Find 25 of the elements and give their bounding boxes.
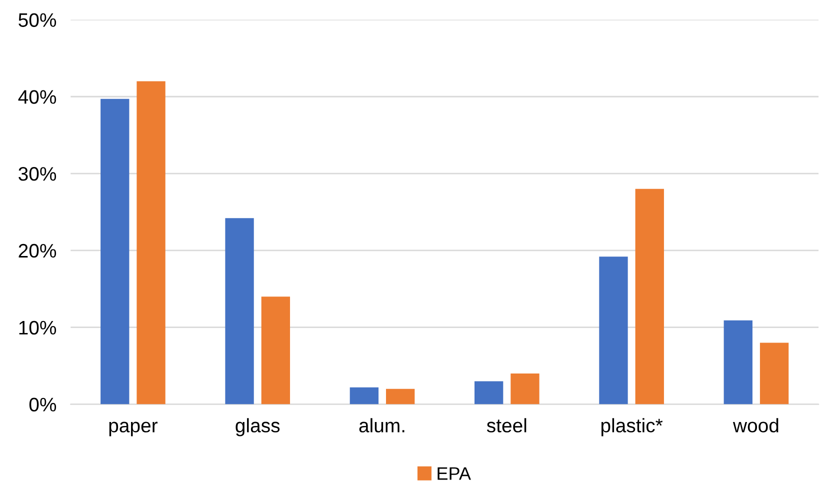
x-tick-label: wood bbox=[732, 418, 778, 432]
y-tick-label: 40% bbox=[18, 90, 56, 104]
bar bbox=[100, 98, 130, 404]
x-tick-label: paper bbox=[109, 422, 158, 436]
y-tick-label: 20% bbox=[18, 244, 56, 258]
bar bbox=[760, 342, 789, 404]
bar bbox=[386, 388, 415, 404]
legend-label: EPA bbox=[438, 467, 471, 480]
bar bbox=[510, 373, 540, 404]
bar bbox=[474, 381, 504, 404]
bar bbox=[350, 387, 379, 404]
x-tick-label: alum. bbox=[359, 418, 404, 432]
y-tick-label: 50% bbox=[18, 13, 56, 27]
bar bbox=[599, 256, 628, 404]
bar bbox=[635, 188, 664, 404]
bar bbox=[724, 320, 752, 404]
y-tick-label: 0% bbox=[29, 398, 56, 412]
y-tick-label: 30% bbox=[18, 167, 56, 181]
bar bbox=[136, 81, 166, 404]
bar bbox=[261, 296, 290, 404]
x-tick-label: steel bbox=[486, 418, 526, 432]
x-tick-label: plastic* bbox=[601, 418, 663, 436]
y-tick-label: 10% bbox=[19, 320, 56, 335]
bar bbox=[225, 218, 254, 404]
x-tick-label: glass bbox=[236, 418, 280, 436]
